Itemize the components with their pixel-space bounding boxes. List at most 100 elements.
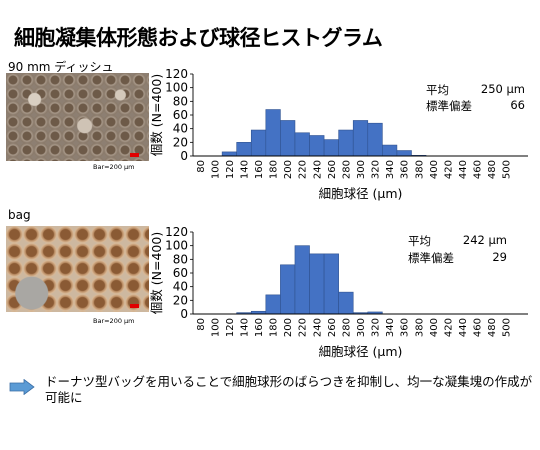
- x-tick-label: 500: [502, 318, 513, 337]
- histogram-bar: [367, 122, 383, 157]
- bag-label: bag: [8, 208, 31, 222]
- histogram-bar: [280, 264, 296, 315]
- x-tick-label: 140: [239, 318, 250, 337]
- mean-value: 242 µm: [462, 233, 507, 247]
- y-tick-label: 60: [173, 266, 188, 280]
- x-tick-label: 200: [283, 160, 294, 179]
- conclusion-text: ドーナツ型バッグを用いることで細胞球形のばらつきを抑制し、均一な凝集塊の作成が可…: [45, 374, 533, 405]
- y-tick-label: 40: [173, 280, 188, 294]
- right-arrow-icon: [9, 379, 35, 395]
- x-tick-label: 280: [341, 160, 352, 179]
- x-tick-label: 300: [356, 318, 367, 337]
- x-tick-label: 500: [502, 160, 513, 179]
- x-tick-label: 340: [385, 318, 396, 337]
- x-tick-label: 260: [327, 160, 338, 179]
- x-tick-label: 320: [371, 318, 382, 337]
- x-tick-label: 240: [312, 318, 323, 337]
- mean-label: 平均: [408, 234, 431, 248]
- histogram-bar: [294, 132, 310, 157]
- x-tick-label: 380: [414, 160, 425, 179]
- histogram-bar: [250, 129, 267, 157]
- dish-micrograph: [6, 73, 149, 161]
- x-tick-label: 140: [239, 160, 250, 179]
- x-tick-label: 180: [269, 318, 280, 337]
- x-tick-label: 240: [312, 160, 323, 179]
- histogram-bar: [265, 294, 281, 315]
- y-tick-label: 40: [173, 122, 188, 136]
- histogram-bar: [294, 245, 310, 315]
- sd-label: 標準偏差: [408, 251, 454, 265]
- histogram-bar: [323, 253, 339, 315]
- histogram-bar: [352, 120, 369, 157]
- x-tick-label: 360: [400, 160, 411, 179]
- y-axis-title: 個数 (N=400): [149, 74, 164, 156]
- x-tick-label: 80: [196, 318, 207, 331]
- sd-value: 66: [510, 98, 525, 112]
- mean-stat-bag: 平均 242 µm: [408, 233, 507, 249]
- x-tick-label: 300: [356, 160, 367, 179]
- sd-label: 標準偏差: [426, 99, 472, 113]
- histogram-bar: [338, 291, 354, 315]
- x-axis-title: 細胞球径 (µm): [319, 344, 403, 359]
- x-tick-label: 460: [473, 318, 484, 337]
- histogram-bar: [236, 142, 252, 157]
- histogram-bar: [309, 135, 325, 157]
- y-tick-label: 120: [165, 67, 188, 81]
- y-tick-label: 80: [173, 252, 188, 266]
- x-tick-label: 400: [429, 318, 440, 337]
- histogram-bar: [396, 150, 412, 157]
- scale-bar-caption: Bar=200 µm: [93, 163, 135, 171]
- sd-value: 29: [492, 250, 507, 264]
- y-tick-label: 120: [165, 225, 188, 239]
- x-tick-label: 340: [385, 160, 396, 179]
- y-tick-label: 0: [180, 149, 188, 163]
- x-tick-label: 320: [371, 160, 382, 179]
- y-tick-label: 100: [165, 239, 188, 253]
- histogram-bar: [323, 139, 339, 157]
- y-axis-title: 個数 (N=400): [149, 232, 164, 314]
- x-tick-label: 460: [473, 160, 484, 179]
- mean-label: 平均: [426, 83, 449, 97]
- histogram-bar: [309, 253, 325, 315]
- histogram-bar: [265, 109, 281, 157]
- x-tick-label: 480: [487, 160, 498, 179]
- mean-value: 250 µm: [480, 82, 525, 96]
- histogram-bar: [221, 151, 237, 157]
- x-tick-label: 400: [429, 160, 440, 179]
- bag-micrograph: [6, 226, 149, 312]
- x-tick-label: 440: [458, 160, 469, 179]
- y-tick-label: 100: [165, 81, 188, 95]
- sd-stat-dish: 標準偏差 66: [426, 98, 525, 114]
- y-tick-label: 20: [173, 293, 188, 307]
- x-tick-label: 120: [225, 318, 236, 337]
- page-title: 細胞凝集体形態および球径ヒストグラム: [14, 26, 383, 50]
- y-tick-label: 80: [173, 94, 188, 108]
- x-tick-label: 100: [210, 160, 221, 179]
- x-tick-label: 200: [283, 318, 294, 337]
- scale-bar: [130, 304, 139, 308]
- scale-bar: [130, 153, 139, 157]
- dish-label: 90 mm ディッシュ: [8, 60, 114, 74]
- x-tick-label: 280: [341, 318, 352, 337]
- x-tick-label: 220: [298, 318, 309, 337]
- x-tick-label: 160: [254, 160, 265, 179]
- histogram-bar: [280, 120, 296, 157]
- x-tick-label: 160: [254, 318, 265, 337]
- x-tick-label: 420: [443, 160, 454, 179]
- histogram-bar: [382, 144, 398, 157]
- x-tick-label: 260: [327, 318, 338, 337]
- x-tick-label: 360: [400, 318, 411, 337]
- x-tick-label: 380: [414, 318, 425, 337]
- x-tick-label: 80: [196, 160, 207, 173]
- y-tick-label: 20: [173, 135, 188, 149]
- y-tick-label: 60: [173, 108, 188, 122]
- x-tick-label: 480: [487, 318, 498, 337]
- x-tick-label: 120: [225, 160, 236, 179]
- sd-stat-bag: 標準偏差 29: [408, 250, 507, 266]
- x-tick-label: 180: [269, 160, 280, 179]
- scale-bar-caption: Bar=200 µm: [93, 317, 135, 325]
- x-axis-title: 細胞球径 (µm): [319, 186, 403, 201]
- mean-stat-dish: 平均 250 µm: [426, 82, 525, 98]
